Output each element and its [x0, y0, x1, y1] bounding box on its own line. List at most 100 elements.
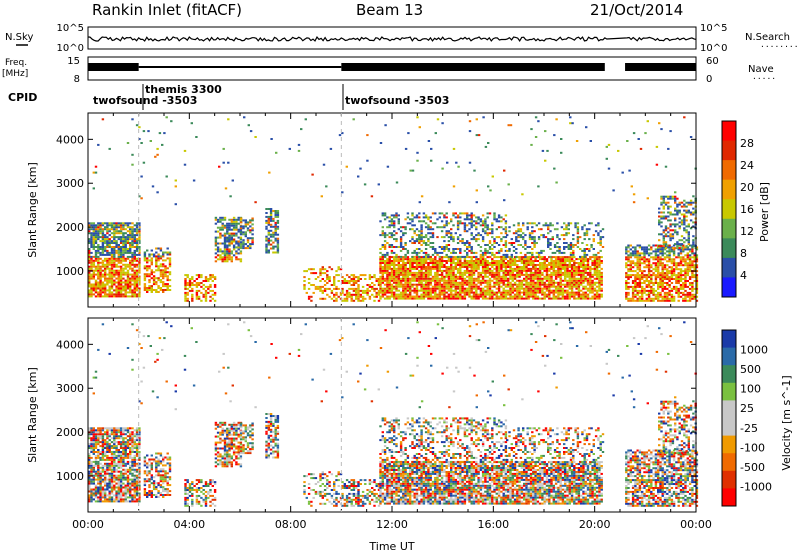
power-heatmap	[88, 116, 699, 302]
power-cell	[664, 217, 668, 220]
power-cell	[660, 201, 663, 204]
power-cell	[450, 269, 453, 272]
power-cell	[237, 230, 240, 233]
power-cell	[119, 251, 123, 254]
power-cell	[598, 281, 601, 284]
power-cell	[92, 269, 95, 272]
power-cell	[592, 234, 595, 237]
power-cell	[122, 257, 125, 260]
power-cell	[119, 224, 123, 227]
power-cell	[113, 295, 116, 298]
power-cell	[536, 281, 540, 284]
power-cell	[406, 279, 410, 282]
power-cell	[395, 281, 398, 284]
power-cell	[214, 230, 218, 233]
power-cell	[541, 256, 544, 259]
power-cell	[335, 297, 338, 300]
power-cell	[631, 287, 635, 290]
power-cell	[659, 280, 662, 282]
power-cell	[381, 281, 384, 284]
power-cell	[536, 295, 540, 298]
power-cell	[527, 287, 530, 290]
power-cell	[447, 248, 451, 250]
power-cell	[634, 248, 637, 251]
power-cell	[631, 291, 635, 294]
power-cell	[662, 195, 665, 198]
power-cell	[456, 228, 460, 231]
power-cell	[251, 219, 254, 222]
power-cell	[682, 274, 685, 277]
power-cell	[99, 232, 102, 235]
power-cell	[110, 265, 114, 268]
power-cell	[443, 249, 446, 252]
power-cell	[582, 293, 585, 296]
power-cell	[443, 275, 446, 278]
power-cell	[415, 267, 419, 270]
power-cell	[593, 295, 597, 298]
power-cell	[443, 297, 446, 300]
power-cell	[484, 289, 487, 292]
power-cell	[364, 278, 367, 280]
power-cell	[249, 243, 252, 246]
power-cell	[518, 293, 521, 296]
power-cell	[650, 282, 653, 284]
power-cell	[452, 275, 455, 278]
power-cell	[99, 236, 102, 239]
power-cell	[146, 259, 149, 262]
power-cell	[573, 277, 576, 280]
power-cell	[493, 267, 496, 270]
power-cell	[580, 277, 583, 280]
power-cell	[502, 228, 505, 231]
power-cell	[468, 293, 471, 296]
power-cell	[101, 248, 105, 250]
power-cell	[475, 258, 478, 261]
power-cell	[561, 264, 565, 266]
power-cell	[119, 249, 123, 252]
power-cell	[219, 254, 222, 257]
power-cell	[593, 293, 597, 296]
power-cell	[548, 287, 551, 290]
power-cell	[652, 287, 655, 290]
power-cell	[491, 269, 494, 272]
power-cell	[108, 242, 111, 244]
power-cell	[577, 285, 581, 288]
power-cell	[570, 273, 574, 276]
station-title: Rankin Inlet (fitACF)	[92, 1, 242, 19]
power-cell	[527, 275, 530, 278]
power-cell	[687, 233, 690, 236]
power-cell	[418, 266, 421, 268]
power-cell	[583, 255, 586, 258]
power-cell	[265, 227, 268, 230]
power-cell	[484, 291, 487, 294]
power-cell	[119, 226, 123, 229]
power-cell	[97, 238, 100, 241]
power-cell	[135, 234, 139, 237]
power-cell	[634, 284, 637, 286]
power-cell	[495, 273, 498, 276]
power-cell	[693, 293, 696, 296]
power-cell	[454, 285, 457, 288]
power-cell	[461, 222, 464, 225]
power-cell	[684, 272, 687, 275]
noise-axis-bottom: 10^0	[57, 43, 84, 54]
power-cell	[88, 273, 91, 276]
power-cell	[424, 253, 428, 256]
power-cell	[548, 297, 551, 300]
power-cell	[368, 297, 372, 300]
power-cell	[542, 224, 545, 227]
power-cell	[472, 224, 476, 227]
power-cell	[695, 291, 699, 294]
power-cell	[429, 289, 432, 292]
power-cell	[452, 262, 455, 264]
power-cell	[429, 279, 432, 282]
power-cell	[507, 266, 510, 268]
power-cell	[146, 269, 149, 272]
power-cell	[548, 289, 551, 292]
power-cell	[113, 265, 116, 268]
power-cell	[424, 295, 428, 298]
power-cell	[133, 291, 136, 294]
power-cell	[479, 279, 483, 282]
power-cell	[515, 255, 518, 258]
power-cell	[472, 277, 476, 280]
power-cell	[554, 262, 558, 264]
